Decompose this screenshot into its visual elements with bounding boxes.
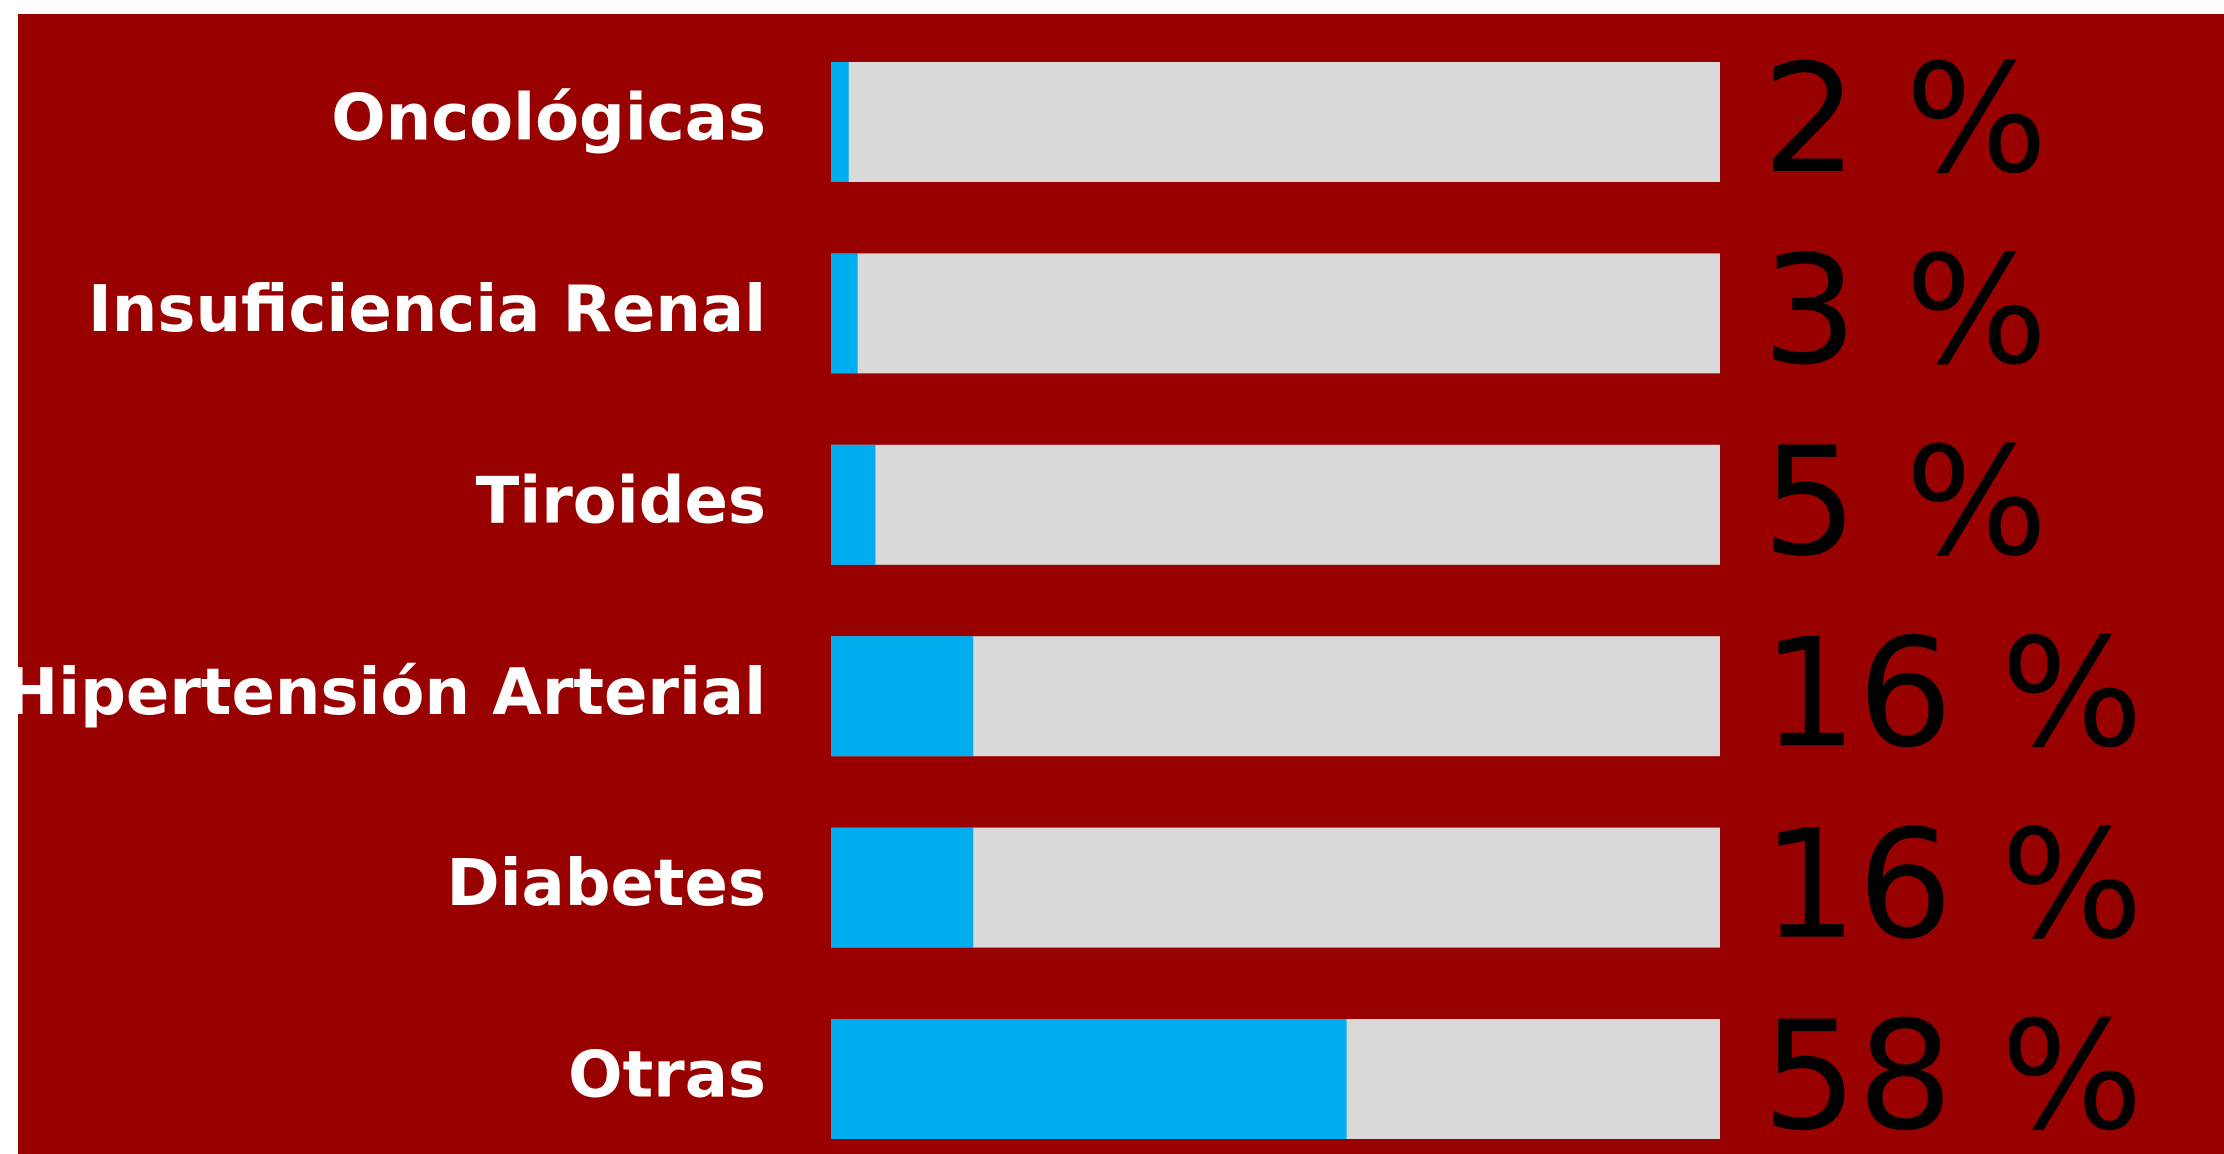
bar (831, 827, 974, 948)
category-label: Oncológicas (331, 82, 766, 156)
category-label: Otras (568, 1039, 766, 1113)
value-label: 2 % (1762, 33, 2048, 207)
bar (831, 1019, 1347, 1139)
bar (831, 444, 876, 565)
category-label: Diabetes (446, 847, 766, 921)
bar (831, 636, 974, 757)
value-label: 3 % (1762, 224, 2048, 398)
value-label: 16 % (1762, 799, 2143, 973)
bar (831, 62, 849, 182)
value-label: 16 % (1762, 607, 2143, 781)
bar-track (831, 253, 1720, 374)
category-label: Hipertensión Arterial (5, 656, 766, 730)
value-label: 58 % (1762, 990, 2143, 1154)
bar-track (831, 636, 1720, 757)
bar-track (831, 827, 1720, 948)
bar (831, 253, 858, 374)
category-label: Tiroides (476, 464, 766, 538)
background (18, 14, 2224, 1154)
bar-track (831, 444, 1720, 565)
bar-track (831, 62, 1720, 182)
value-label: 5 % (1762, 416, 2048, 590)
category-label: Insuficiencia Renal (88, 273, 766, 347)
